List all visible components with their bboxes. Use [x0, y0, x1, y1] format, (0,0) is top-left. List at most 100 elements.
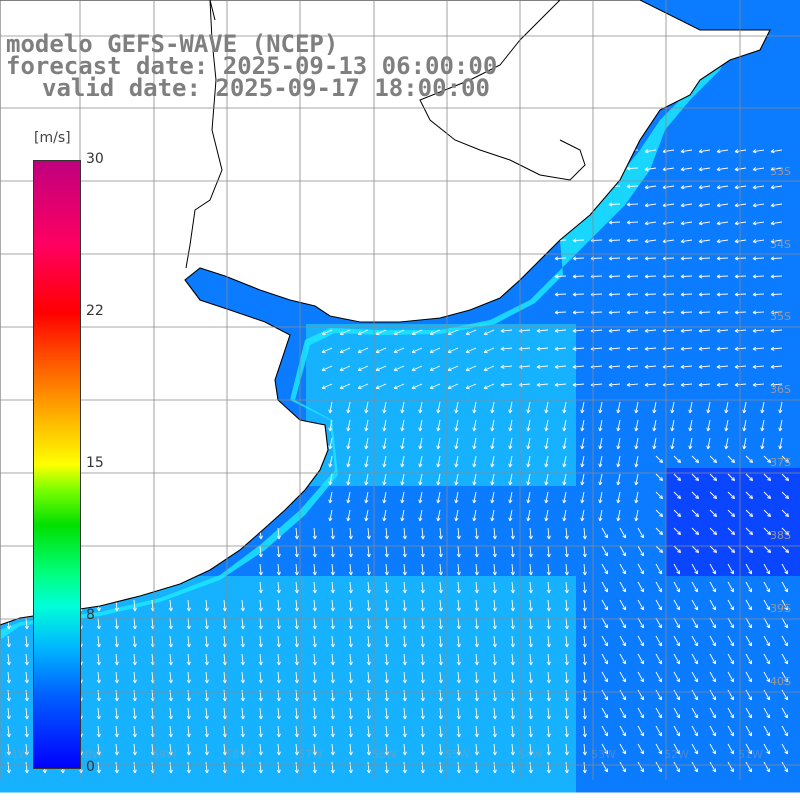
- wind-arrow: [6, 743, 11, 756]
- wind-arrow: [382, 491, 387, 504]
- wind-arrow: [691, 743, 698, 755]
- wind-arrow: [330, 581, 335, 594]
- wind-arrow: [438, 527, 443, 540]
- wind-arrow: [673, 617, 680, 629]
- wind-arrow: [727, 635, 734, 647]
- wind-arrow: [364, 509, 369, 522]
- wind-arrow: [348, 725, 353, 738]
- wind-arrow: [402, 527, 407, 540]
- wind-arrow: [763, 635, 770, 647]
- wind-arrow: [752, 274, 765, 279]
- wind-arrow: [727, 581, 734, 593]
- wind-arrow: [698, 149, 711, 154]
- wind-arrow: [608, 256, 621, 261]
- wind-arrow: [691, 563, 698, 575]
- wind-arrow: [778, 419, 783, 432]
- wind-arrow: [554, 310, 567, 315]
- wind-arrow: [418, 401, 423, 414]
- wind-arrow: [330, 725, 335, 738]
- wind-arrow: [411, 365, 423, 372]
- wind-arrow: [402, 743, 407, 756]
- wind-arrow: [554, 292, 567, 297]
- wind-arrow: [382, 401, 387, 414]
- wind-arrow: [328, 491, 333, 504]
- wind-arrow: [781, 653, 788, 665]
- longitude-label: 59W: [152, 748, 177, 761]
- wind-arrow: [500, 382, 513, 387]
- wind-arrow: [276, 599, 281, 612]
- wind-arrow: [339, 329, 351, 336]
- wind-arrow: [357, 365, 369, 372]
- wind-arrow: [680, 167, 693, 172]
- wind-arrow: [528, 527, 533, 540]
- wind-arrow: [472, 437, 477, 450]
- wind-arrow: [619, 671, 626, 683]
- wind-arrow: [402, 599, 407, 612]
- wind-arrow: [770, 382, 783, 387]
- wind-arrow: [673, 509, 682, 518]
- longitude-label: 51W: [738, 748, 763, 761]
- wind-arrow: [96, 743, 101, 756]
- latitude-label: 36S: [770, 383, 791, 396]
- wind-arrow: [454, 419, 459, 432]
- wind-arrow: [709, 671, 716, 683]
- wind-arrow: [564, 653, 569, 666]
- wind-arrow: [626, 202, 639, 207]
- wind-arrow: [670, 419, 675, 432]
- wind-arrow: [763, 491, 772, 500]
- wind-arrow: [727, 563, 734, 575]
- wind-arrow: [500, 364, 513, 369]
- wind-arrow: [132, 707, 137, 720]
- wind-arrow: [312, 527, 317, 540]
- wind-arrow: [114, 653, 119, 666]
- wind-arrow: [644, 274, 657, 279]
- land-area: [0, 0, 771, 640]
- wind-arrow: [582, 761, 587, 774]
- wind-arrow: [348, 635, 353, 648]
- wind-arrow: [626, 346, 639, 351]
- wind-arrow: [24, 635, 29, 648]
- wind-arrow: [655, 455, 664, 464]
- wind-arrow: [366, 707, 371, 720]
- wind-arrow: [691, 473, 700, 482]
- wind-arrow: [634, 473, 639, 486]
- wind-arrow: [582, 725, 587, 738]
- wind-arrow: [294, 671, 299, 684]
- wind-arrow: [204, 599, 209, 612]
- wind-arrow: [346, 473, 351, 486]
- wind-arrows: [6, 148, 790, 774]
- wind-arrow: [312, 761, 317, 774]
- latitude-label: 38S: [770, 529, 791, 542]
- wind-arrow: [447, 383, 459, 390]
- wind-arrow: [562, 419, 567, 432]
- wind-arrow: [655, 653, 662, 665]
- colorbar-tick-0: 0: [86, 759, 95, 775]
- wind-arrow: [691, 545, 700, 554]
- wind-arrow: [384, 725, 389, 738]
- wind-arrow: [528, 653, 533, 666]
- wind-arrow: [420, 599, 425, 612]
- wind-arrow: [716, 346, 729, 351]
- wind-arrow: [734, 221, 747, 226]
- wind-arrow: [781, 491, 790, 500]
- wind-arrow: [691, 491, 700, 500]
- wind-arrow: [752, 221, 765, 226]
- wind-arrow: [364, 419, 369, 432]
- wind-arrow: [384, 599, 389, 612]
- wind-arrow: [364, 401, 369, 414]
- wind-arrow: [698, 310, 711, 315]
- wind-arrow: [698, 256, 711, 261]
- wind-arrow: [510, 743, 515, 756]
- wind-arrow: [474, 581, 479, 594]
- wind-arrow: [644, 167, 657, 172]
- wind-arrow: [601, 599, 608, 611]
- wind-arrow: [222, 617, 227, 630]
- wind-arrow: [734, 274, 747, 279]
- wind-arrow: [204, 725, 209, 738]
- wind-arrow: [598, 419, 603, 432]
- wind-arrow: [474, 527, 479, 540]
- colorbar-unit: [m/s]: [34, 130, 71, 146]
- wind-arrow: [781, 473, 790, 482]
- wind-arrow: [346, 455, 351, 468]
- wind-arrow: [626, 364, 639, 369]
